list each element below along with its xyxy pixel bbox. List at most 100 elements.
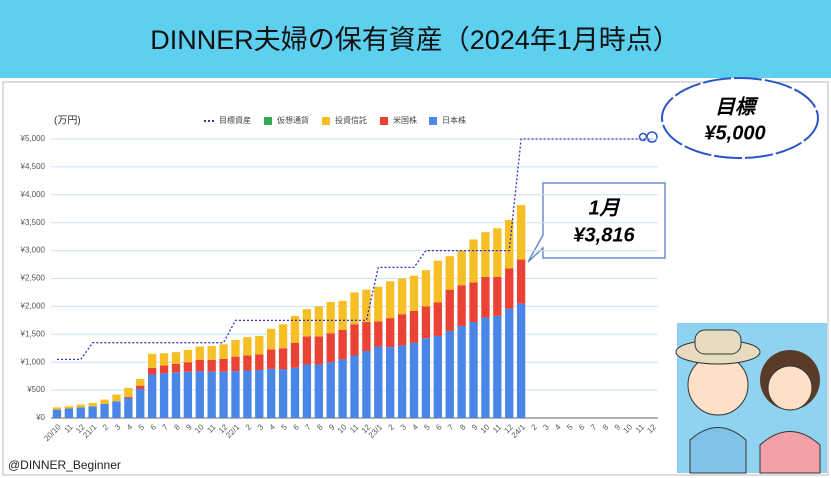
- bar-segment: [267, 368, 276, 418]
- y-tick-label: ¥1,000: [20, 357, 46, 366]
- legend-label: 仮想通貨: [277, 115, 309, 125]
- bar-segment: [350, 355, 359, 418]
- bar-segment: [302, 309, 312, 337]
- y-tick-label: ¥1,500: [20, 329, 46, 338]
- x-tick-label: 9: [327, 422, 337, 432]
- bar-segment: [481, 276, 490, 318]
- bar-segment: [136, 385, 145, 389]
- target-line: [56, 138, 653, 361]
- bar-segment: [183, 349, 193, 363]
- bar-segment: [397, 278, 407, 315]
- x-tick-label: 6: [149, 422, 159, 432]
- bar-segment: [505, 219, 514, 269]
- x-tick-label: 3: [256, 422, 266, 432]
- y-tick-label: ¥500: [26, 385, 45, 394]
- credit: @DINNER_Beginner: [8, 458, 121, 472]
- annotation: 目標: [715, 95, 759, 118]
- legend-label: 投資信託: [335, 115, 367, 125]
- x-tick-label: 7: [303, 422, 313, 432]
- bar-segment: [88, 402, 97, 407]
- x-tick-label: 6: [291, 422, 301, 432]
- bar-segment: [136, 378, 145, 386]
- bar-segment: [350, 292, 359, 325]
- bar-segment: [386, 318, 395, 348]
- bar-segment: [207, 371, 216, 418]
- bar-segment: [219, 371, 228, 418]
- bar-segment: [159, 365, 169, 374]
- legend-swatch: [264, 117, 272, 125]
- x-tick-label: 4: [268, 422, 278, 432]
- y-tick-label: ¥3,000: [20, 246, 46, 255]
- bar-segment: [421, 338, 431, 418]
- bar-segment: [267, 349, 276, 369]
- bar-segment: [445, 330, 454, 418]
- bar-segment: [243, 355, 252, 371]
- y-tick-label: ¥2,500: [20, 274, 46, 283]
- bar-segment: [302, 336, 312, 365]
- bar-segment: [314, 336, 323, 365]
- bar-segment: [314, 364, 323, 418]
- x-tick-label: 3: [541, 422, 551, 432]
- bar-segment: [64, 408, 74, 418]
- bar-segment: [326, 333, 335, 363]
- x-tick-label: 7: [160, 422, 170, 432]
- bar-segment: [362, 289, 371, 323]
- bar-segment: [124, 387, 133, 397]
- bar-segment: [231, 371, 240, 418]
- legend-label: 米国株: [393, 115, 417, 125]
- x-tick-label: 4: [553, 422, 563, 432]
- legend-label: 日本株: [442, 115, 466, 125]
- bar-segment: [255, 354, 264, 371]
- bar-segment: [516, 259, 526, 304]
- bar-segment: [445, 256, 454, 290]
- bar-segment: [171, 372, 181, 418]
- bar-segment: [302, 364, 312, 418]
- illustration: [675, 323, 827, 474]
- x-tick-label: 3: [113, 422, 123, 432]
- bar-segment: [362, 351, 371, 418]
- x-tick-label: 9: [470, 422, 480, 432]
- bar-segment: [171, 363, 181, 373]
- y-tick-label: ¥4,000: [20, 190, 46, 199]
- x-tick-label: 2: [529, 422, 539, 432]
- bar-segment: [469, 282, 478, 323]
- x-tick-label: 9: [184, 422, 194, 432]
- bar-segment: [100, 404, 109, 418]
- x-tick-label: 2: [387, 422, 397, 432]
- bar-segment: [267, 328, 276, 350]
- bar-segment: [290, 367, 300, 418]
- bar-segment: [231, 356, 240, 372]
- bar-segment: [457, 285, 466, 326]
- bar-segment: [136, 388, 145, 418]
- bar-segment: [493, 228, 502, 277]
- bar-segment: [64, 406, 74, 409]
- y-tick-label: ¥3,500: [20, 218, 46, 227]
- bar-segment: [112, 401, 121, 418]
- y-label: (万円): [54, 116, 81, 127]
- bar-segment: [445, 289, 454, 331]
- bar-segment: [124, 397, 133, 418]
- bar-segment: [421, 306, 431, 339]
- bar-segment: [314, 306, 323, 337]
- bar-segment: [290, 315, 300, 343]
- legend-swatch: [322, 117, 330, 125]
- bar-segment: [148, 367, 157, 375]
- bar-segment: [433, 302, 442, 336]
- y-tick-label: ¥5,000: [20, 134, 46, 143]
- legend-swatch: [429, 117, 437, 125]
- bar-segment: [362, 322, 371, 352]
- bar-segment: [88, 406, 97, 418]
- annotation: 1月: [588, 197, 620, 219]
- bar-segment: [326, 362, 335, 418]
- chart-title: DINNER夫婦の保有資産（2024年1月時点）: [150, 25, 680, 55]
- bar-segment: [421, 270, 431, 307]
- bar-segment: [397, 314, 407, 346]
- x-tick-label: 4: [410, 422, 420, 432]
- bar-segment: [52, 407, 62, 410]
- annotation: ¥5,000: [704, 122, 765, 144]
- x-tick-label: 7: [446, 422, 456, 432]
- bar-segment: [243, 370, 252, 418]
- bar-segment: [159, 373, 169, 418]
- bar-segment: [52, 409, 62, 418]
- bar-segment: [338, 359, 347, 418]
